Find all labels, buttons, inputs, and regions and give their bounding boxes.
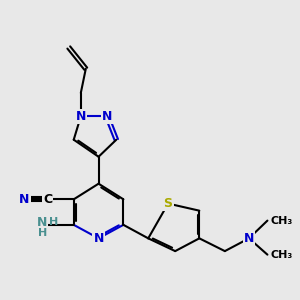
Text: N: N [19, 193, 29, 206]
Text: N: N [244, 232, 254, 245]
Text: CH₃: CH₃ [270, 250, 292, 260]
Text: N: N [102, 110, 112, 123]
Text: N: N [37, 215, 48, 229]
Text: H: H [38, 228, 47, 238]
Text: S: S [164, 197, 172, 210]
Text: N: N [93, 232, 104, 245]
Text: H: H [49, 217, 58, 227]
Text: N: N [76, 110, 86, 123]
Text: C: C [43, 193, 52, 206]
Text: CH₃: CH₃ [270, 216, 292, 226]
